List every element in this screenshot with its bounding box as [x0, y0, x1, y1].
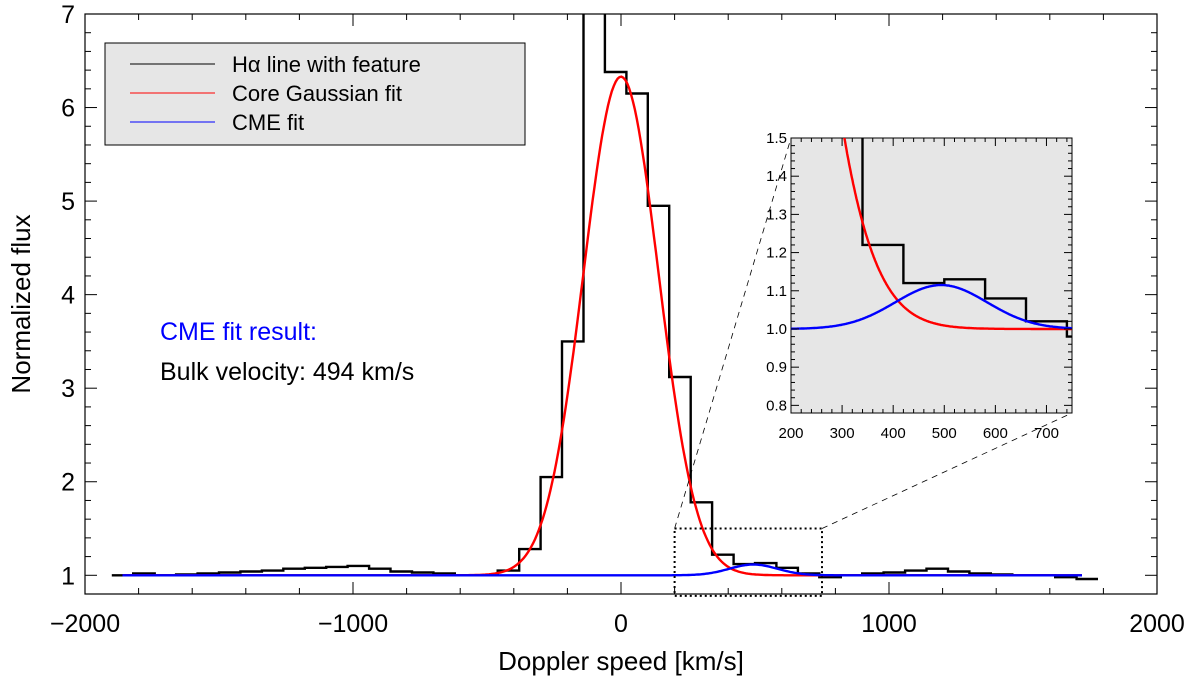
inset-y-tick-label: 0.9 [766, 359, 787, 376]
inset-y-tick-label: 1.3 [766, 206, 787, 223]
inset-x-tick-label: 600 [983, 425, 1008, 442]
main-ticks [84, 13, 1158, 595]
legend-label-cme: CME fit [232, 110, 304, 135]
inset-y-tick-label: 1.4 [766, 168, 787, 185]
legend-box [104, 42, 526, 146]
y-tick-label: 6 [61, 95, 75, 123]
y-tick-label: 1 [61, 562, 75, 590]
y-tick-label: 4 [61, 282, 75, 310]
y-axis-title: Normalized flux [6, 214, 36, 393]
inset-x-tick-label: 700 [1034, 425, 1059, 442]
annotation-text: Bulk velocity: 494 km/s [160, 358, 414, 386]
inset-background [790, 137, 1073, 414]
inset-series-cme-fit [791, 283, 1072, 330]
zoom-connector-top [674, 137, 792, 529]
y-tick-label: 2 [61, 469, 75, 497]
inset-x-tick-label: 300 [830, 425, 855, 442]
inset-y-tick-label: 0.8 [766, 397, 787, 414]
y-tick-label: 5 [61, 188, 75, 216]
legend-label-halpha: Hα line with feature [232, 52, 421, 77]
x-axis-title: Doppler speed [km/s] [498, 646, 744, 676]
inset-ticks [790, 137, 1072, 413]
inset-x-tick-label: 400 [881, 425, 906, 442]
annotation-title: CME fit result: [160, 318, 317, 346]
y-tick-label: 7 [61, 1, 75, 29]
inset: 200 300 400 500 600 700 0.8 0.9 1.0 1.1 1.2 1.3 1.4 1… [766, 130, 1073, 442]
inset-series-core-gaussian-fit [843, 138, 1072, 331]
inset-x-tick-label: 200 [778, 425, 803, 442]
series-cme-fit [122, 563, 1082, 577]
x-tick-label: 0 [614, 610, 628, 638]
inset-y-tick-label: 1.1 [766, 283, 787, 300]
main-series [111, 14, 1098, 581]
inset-y-tick-label: 1.5 [766, 130, 787, 147]
inset-tick-labels: 200 300 400 500 600 700 0.8 0.9 1.0 1.1 1.2 1.3 1.4 1… [766, 130, 1059, 442]
zoom-connector-bottom [821, 412, 1073, 529]
inset-series [791, 138, 1072, 338]
series-halpha-steps [111, 14, 1098, 581]
y-tick-label: 3 [61, 375, 75, 403]
main-tick-labels: −2000 −1000 0 1000 2000 1 2 3 4 5 6 7 [50, 1, 1185, 638]
legend-label-core-gaussian: Core Gaussian fit [232, 81, 402, 106]
x-tick-label: −2000 [50, 610, 120, 638]
inset-x-tick-label: 500 [932, 425, 957, 442]
x-tick-label: 1000 [861, 610, 917, 638]
inset-y-tick-label: 1.0 [766, 321, 787, 338]
zoom-box [673, 527, 823, 597]
x-tick-label: 2000 [1129, 610, 1185, 638]
inset-y-tick-label: 1.2 [766, 245, 787, 262]
x-tick-label: −1000 [318, 610, 388, 638]
legend: Hα line with feature Core Gaussian fit C… [104, 42, 526, 146]
